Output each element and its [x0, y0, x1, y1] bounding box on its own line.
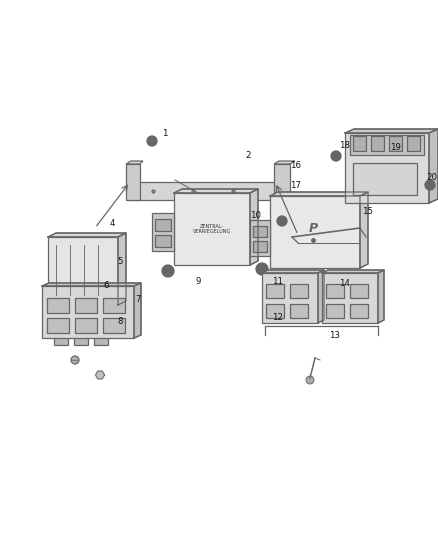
- Text: 12: 12: [272, 313, 283, 322]
- Polygon shape: [429, 129, 438, 203]
- Polygon shape: [174, 189, 258, 193]
- Polygon shape: [118, 233, 126, 305]
- Polygon shape: [322, 270, 384, 273]
- Bar: [270, 196, 360, 268]
- Bar: [250, 220, 270, 256]
- Bar: [52, 305, 114, 321]
- Bar: [262, 273, 318, 323]
- Bar: [326, 304, 344, 318]
- Text: 5: 5: [117, 256, 123, 265]
- Bar: [75, 318, 97, 333]
- Bar: [47, 318, 69, 333]
- Bar: [42, 286, 134, 338]
- Bar: [155, 219, 171, 231]
- Bar: [407, 136, 420, 151]
- Text: 10: 10: [251, 211, 261, 220]
- Bar: [253, 226, 267, 237]
- Bar: [152, 213, 174, 251]
- Bar: [350, 304, 368, 318]
- Text: ZENTRAL-
VERRIEGELUNG: ZENTRAL- VERRIEGELUNG: [193, 224, 231, 235]
- Polygon shape: [378, 270, 384, 323]
- Circle shape: [71, 356, 79, 364]
- Bar: [47, 298, 69, 313]
- Bar: [75, 298, 97, 313]
- Polygon shape: [345, 129, 438, 133]
- Bar: [103, 318, 125, 333]
- Bar: [50, 321, 116, 337]
- Text: 20: 20: [427, 174, 438, 182]
- Bar: [253, 241, 267, 252]
- Text: 11: 11: [272, 277, 283, 286]
- Circle shape: [277, 216, 287, 226]
- Bar: [371, 136, 384, 151]
- Bar: [345, 133, 429, 203]
- Bar: [174, 193, 250, 265]
- Bar: [48, 237, 118, 305]
- Polygon shape: [318, 270, 324, 323]
- Polygon shape: [262, 270, 324, 273]
- Bar: [128, 182, 276, 200]
- Bar: [353, 163, 417, 195]
- Circle shape: [162, 265, 174, 277]
- Text: 7: 7: [135, 295, 141, 303]
- Circle shape: [331, 151, 341, 161]
- Polygon shape: [270, 192, 368, 196]
- Circle shape: [256, 263, 268, 275]
- Polygon shape: [48, 233, 126, 237]
- Text: P: P: [308, 222, 318, 235]
- Bar: [326, 284, 344, 298]
- Text: 4: 4: [109, 219, 115, 228]
- Bar: [266, 284, 284, 298]
- Bar: [274, 164, 290, 200]
- Bar: [350, 135, 424, 155]
- Bar: [290, 304, 308, 318]
- Text: 13: 13: [329, 330, 340, 340]
- Text: 19: 19: [389, 143, 400, 152]
- Text: 2: 2: [245, 150, 251, 159]
- Polygon shape: [126, 161, 143, 164]
- Text: 17: 17: [290, 181, 301, 190]
- Text: 9: 9: [195, 277, 201, 286]
- Text: 6: 6: [103, 280, 109, 289]
- Text: 15: 15: [363, 206, 374, 215]
- Bar: [94, 335, 108, 345]
- Bar: [103, 298, 125, 313]
- Bar: [389, 136, 402, 151]
- Bar: [266, 304, 284, 318]
- Bar: [74, 335, 88, 345]
- Text: 16: 16: [290, 160, 301, 169]
- Bar: [290, 284, 308, 298]
- Text: 18: 18: [339, 141, 350, 149]
- Bar: [353, 136, 366, 151]
- Polygon shape: [134, 283, 141, 338]
- Bar: [54, 335, 68, 345]
- Polygon shape: [42, 283, 141, 286]
- Bar: [322, 273, 378, 323]
- Bar: [350, 284, 368, 298]
- Bar: [126, 164, 140, 200]
- Text: 1: 1: [162, 128, 168, 138]
- Polygon shape: [250, 189, 258, 265]
- Polygon shape: [95, 371, 105, 379]
- Text: 8: 8: [117, 317, 123, 326]
- Circle shape: [306, 376, 314, 384]
- Text: 14: 14: [339, 279, 350, 287]
- Bar: [155, 235, 171, 247]
- Circle shape: [147, 136, 157, 146]
- Polygon shape: [274, 161, 295, 164]
- Circle shape: [425, 180, 435, 190]
- Polygon shape: [360, 192, 368, 268]
